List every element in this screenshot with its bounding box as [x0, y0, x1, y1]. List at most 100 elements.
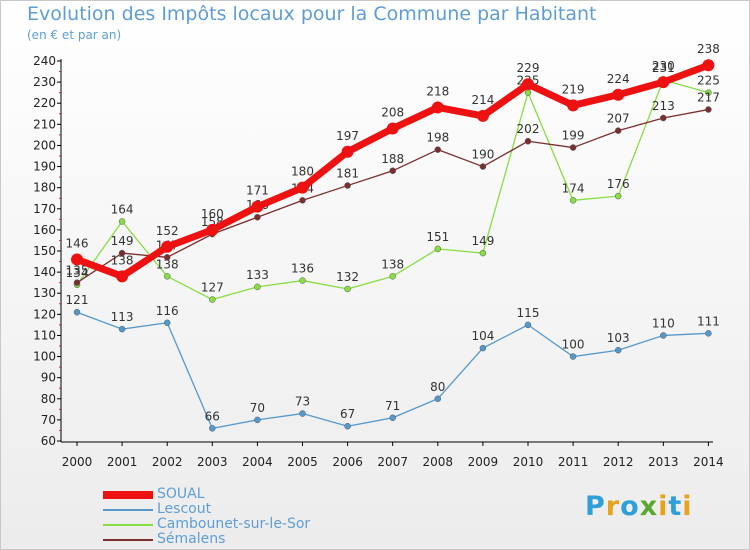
data-label-1-6: 67 [340, 407, 355, 421]
data-point-2-14 [705, 89, 712, 96]
data-point-0-3 [206, 223, 219, 236]
data-point-1-6 [344, 422, 351, 430]
x-tick-label: 2001 [107, 455, 138, 469]
data-label-3-12: 207 [607, 112, 630, 126]
data-label-0-9: 214 [471, 93, 494, 107]
x-tick-label: 2009 [468, 455, 499, 469]
data-point-0-9 [476, 109, 489, 122]
data-point-0-14 [702, 59, 715, 72]
data-label-1-12: 103 [607, 331, 630, 345]
y-tick-label: 60 [41, 434, 56, 448]
y-tick-label: 80 [41, 392, 56, 406]
x-tick-label: 2000 [62, 455, 93, 469]
data-label-1-11: 100 [562, 338, 585, 352]
data-point-2-5 [299, 277, 306, 284]
data-point-1-14 [705, 330, 712, 337]
data-point-0-4 [251, 200, 264, 213]
data-point-3-1 [118, 249, 126, 257]
data-label-0-8: 218 [426, 84, 449, 98]
y-tick-label: 230 [33, 75, 56, 89]
legend-label-semalens: Sémalens [157, 531, 226, 547]
chart-subtitle: (en € et par an) [27, 28, 122, 42]
data-label-1-13: 110 [652, 316, 675, 330]
data-label-0-1: 138 [111, 253, 134, 267]
data-label-0-2: 152 [156, 224, 179, 238]
x-tick-label: 2012 [603, 455, 634, 469]
data-point-2-7 [389, 273, 396, 280]
data-label-2-14: 225 [697, 74, 720, 88]
data-point-3-5 [299, 197, 306, 204]
data-point-3-6 [344, 182, 351, 189]
data-point-1-1 [118, 325, 126, 333]
data-label-1-10: 115 [517, 306, 540, 320]
data-point-0-10 [522, 78, 534, 91]
data-label-2-1: 164 [111, 202, 134, 216]
y-tick-label: 130 [33, 286, 56, 300]
data-label-3-6: 181 [336, 167, 359, 181]
data-point-1-5 [299, 410, 306, 417]
legend-swatch-cambounet [103, 524, 153, 526]
data-label-3-7: 188 [381, 152, 404, 166]
y-tick-label: 100 [33, 350, 56, 364]
data-point-3-9 [479, 163, 487, 170]
data-point-0-13 [657, 76, 670, 89]
y-tick-label: 170 [33, 202, 56, 216]
proxiti-logo: Proxiti [585, 491, 693, 522]
legend-label-soual: SOUAL [157, 486, 205, 502]
y-tick-label: 160 [33, 223, 56, 237]
data-label-0-13: 230 [652, 59, 675, 73]
y-tick-label: 70 [41, 413, 56, 427]
data-label-0-10: 229 [517, 61, 540, 75]
data-point-3-11 [569, 144, 577, 151]
y-tick-label: 220 [33, 96, 56, 110]
x-tick-label: 2002 [152, 455, 183, 469]
data-label-2-0: 134 [66, 266, 89, 280]
data-point-2-11 [569, 197, 577, 204]
data-label-1-0: 121 [66, 293, 89, 307]
data-label-3-14: 217 [697, 91, 720, 105]
data-label-0-12: 224 [607, 72, 630, 86]
x-tick-label: 2007 [377, 455, 408, 469]
x-tick-label: 2011 [558, 455, 589, 469]
x-tick-label: 2013 [648, 455, 679, 469]
data-label-0-14: 238 [697, 42, 720, 56]
data-point-2-12 [614, 192, 622, 200]
legend-swatch-semalens [103, 539, 153, 541]
x-tick-label: 2005 [287, 455, 318, 469]
data-point-0-0 [71, 253, 83, 266]
y-tick-label: 150 [33, 244, 56, 258]
y-tick-label: 90 [41, 371, 56, 385]
data-point-1-8 [434, 395, 442, 403]
data-label-0-11: 219 [562, 82, 585, 96]
data-point-3-2 [163, 254, 171, 261]
data-point-3-13 [660, 114, 667, 122]
data-point-0-8 [431, 101, 444, 114]
data-label-2-9: 149 [471, 234, 494, 248]
data-label-0-0: 146 [66, 236, 89, 250]
data-label-1-5: 73 [295, 395, 310, 409]
data-point-1-4 [254, 416, 261, 424]
legend-swatch-lescout [103, 509, 153, 511]
data-label-3-0: 135 [66, 264, 89, 278]
data-label-2-3: 127 [201, 281, 224, 295]
data-label-0-5: 180 [291, 165, 314, 179]
data-point-2-2 [163, 273, 171, 280]
data-label-3-1: 149 [111, 234, 134, 248]
data-point-3-8 [434, 146, 442, 153]
data-label-0-6: 197 [336, 129, 359, 143]
x-tick-label: 2003 [197, 455, 228, 469]
x-tick-label: 2008 [423, 455, 454, 469]
data-point-2-6 [344, 285, 351, 293]
data-point-3-4 [254, 213, 261, 221]
y-tick-label: 110 [33, 328, 56, 342]
data-point-1-0 [73, 308, 81, 316]
data-point-2-3 [209, 296, 216, 303]
x-tick-label: 2006 [332, 455, 363, 469]
data-label-3-10: 202 [517, 122, 540, 136]
data-point-0-12 [612, 88, 625, 101]
data-point-1-12 [614, 346, 622, 354]
data-label-2-11: 174 [562, 181, 585, 195]
data-label-2-5: 136 [291, 262, 314, 276]
